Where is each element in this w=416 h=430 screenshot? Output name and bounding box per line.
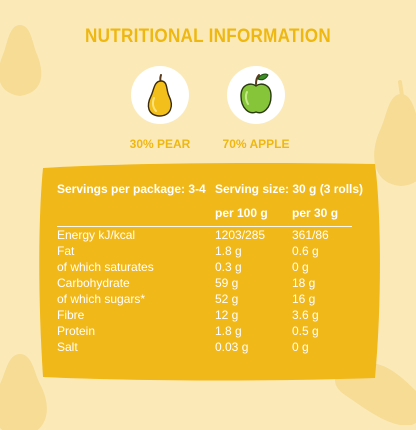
header-divider	[57, 226, 352, 227]
column-header-per-100g: per 100 g	[215, 206, 268, 220]
pear-percentage-label: 30% PEAR	[129, 137, 191, 151]
nutrient-name: Protein	[57, 324, 96, 338]
nutrient-per-100g: 1203/285	[215, 228, 266, 242]
apple-badge	[227, 66, 285, 124]
page-title: NUTRITIONAL INFORMATION	[85, 26, 331, 47]
nutrient-per-100g: 0.3 g	[215, 260, 242, 274]
nutrient-name: of which sugars*	[57, 292, 146, 306]
pear-badge	[131, 66, 189, 124]
serving-size: Serving size: 30 g (3 rolls)	[215, 182, 364, 196]
nutrient-per-30g: 0 g	[292, 260, 309, 274]
nutrient-name: Fat	[57, 244, 75, 258]
nutrient-per-30g: 0 g	[292, 340, 309, 354]
nutrient-per-30g: 16 g	[292, 292, 316, 306]
nutrient-per-30g: 0.6 g	[292, 244, 319, 258]
nutrient-per-100g: 12 g	[215, 308, 239, 322]
nutrient-name: of which saturates	[57, 260, 154, 274]
nutrient-per-30g: 0.5 g	[292, 324, 319, 338]
nutrient-per-30g: 18 g	[292, 276, 316, 290]
nutrient-per-30g: 361/86	[292, 228, 329, 242]
apple-percentage-label: 70% APPLE	[222, 137, 290, 151]
servings-per-package: Servings per package: 3-4	[57, 182, 206, 196]
nutrition-panel-background	[39, 163, 380, 381]
nutrient-name: Carbohydrate	[57, 276, 130, 290]
pear-icon	[147, 74, 172, 117]
apple-icon	[240, 73, 272, 114]
nutrient-per-100g: 59 g	[215, 276, 239, 290]
nutrient-name: Salt	[57, 340, 78, 354]
column-header-per-30g: per 30 g	[292, 206, 339, 220]
nutrient-per-100g: 0.03 g	[215, 340, 249, 354]
nutrient-per-100g: 52 g	[215, 292, 239, 306]
nutrient-per-30g: 3.6 g	[292, 308, 319, 322]
nutrient-name: Energy kJ/kcal	[57, 228, 136, 242]
nutrient-name: Fibre	[57, 308, 85, 322]
nutrient-per-100g: 1.8 g	[215, 244, 242, 258]
nutrient-per-100g: 1.8 g	[215, 324, 242, 338]
